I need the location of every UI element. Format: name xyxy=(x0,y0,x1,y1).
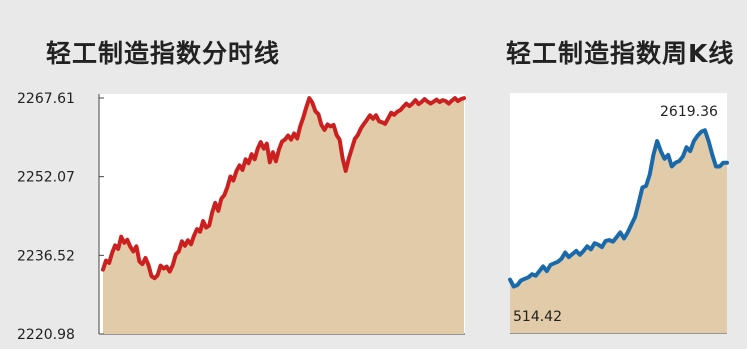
chart-title-weekly: 轻工制造指数周K线 xyxy=(506,39,735,68)
intraday-area-fill xyxy=(103,98,464,334)
chart-title-intraday: 轻工制造指数分时线 xyxy=(46,39,281,68)
intraday-y-tick-label: 2236.52 xyxy=(17,248,75,264)
intraday-series-line xyxy=(101,96,466,281)
intraday-y-tick-label: 2252.07 xyxy=(17,170,75,186)
weekly-series-line xyxy=(508,128,729,289)
intraday-y-tick-label: 2220.98 xyxy=(17,327,75,343)
weekly-area-fill xyxy=(510,130,727,333)
intraday-y-tick-label: 2267.61 xyxy=(17,91,75,107)
weekly-high-label: 2619.36 xyxy=(660,104,718,120)
weekly-low-label: 514.42 xyxy=(513,309,562,325)
